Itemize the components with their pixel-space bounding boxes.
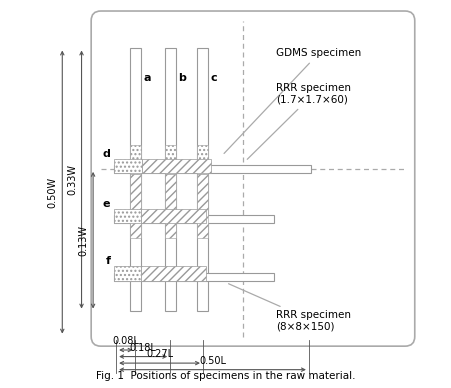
Bar xyxy=(114,267,140,281)
Bar xyxy=(197,48,208,312)
Text: e: e xyxy=(103,199,110,209)
Text: 0.50W: 0.50W xyxy=(47,177,58,208)
Text: b: b xyxy=(177,73,185,83)
Text: 0.18L: 0.18L xyxy=(129,343,156,353)
Bar xyxy=(197,174,208,237)
Text: f: f xyxy=(105,256,110,267)
Bar xyxy=(140,209,206,223)
Text: 0.27L: 0.27L xyxy=(146,349,173,359)
Text: 0.13W: 0.13W xyxy=(78,225,88,256)
Text: RRR specimen
(8×8×150): RRR specimen (8×8×150) xyxy=(228,284,350,332)
Text: 0.33W: 0.33W xyxy=(67,164,77,195)
Bar xyxy=(197,145,208,174)
Text: RRR specimen
(1.7×1.7×60): RRR specimen (1.7×1.7×60) xyxy=(247,83,350,159)
Bar xyxy=(114,159,142,173)
Text: d: d xyxy=(102,149,110,159)
Bar xyxy=(140,267,206,281)
Bar xyxy=(164,48,175,312)
Text: GDMS specimen: GDMS specimen xyxy=(224,48,360,154)
Text: 0.08L: 0.08L xyxy=(112,336,139,346)
Text: c: c xyxy=(210,73,217,83)
Bar xyxy=(114,209,140,223)
Bar xyxy=(130,174,141,237)
FancyBboxPatch shape xyxy=(91,11,414,346)
Bar xyxy=(142,159,210,173)
Text: 0.50L: 0.50L xyxy=(198,356,226,366)
Bar xyxy=(114,215,274,223)
Bar xyxy=(114,273,274,281)
Bar xyxy=(114,165,310,173)
Bar xyxy=(164,174,175,237)
Text: Fig. 1  Positions of specimens in the raw material.: Fig. 1 Positions of specimens in the raw… xyxy=(96,371,355,381)
Bar xyxy=(130,48,141,312)
Text: a: a xyxy=(143,73,150,83)
Bar xyxy=(164,145,175,174)
Bar xyxy=(130,145,141,174)
